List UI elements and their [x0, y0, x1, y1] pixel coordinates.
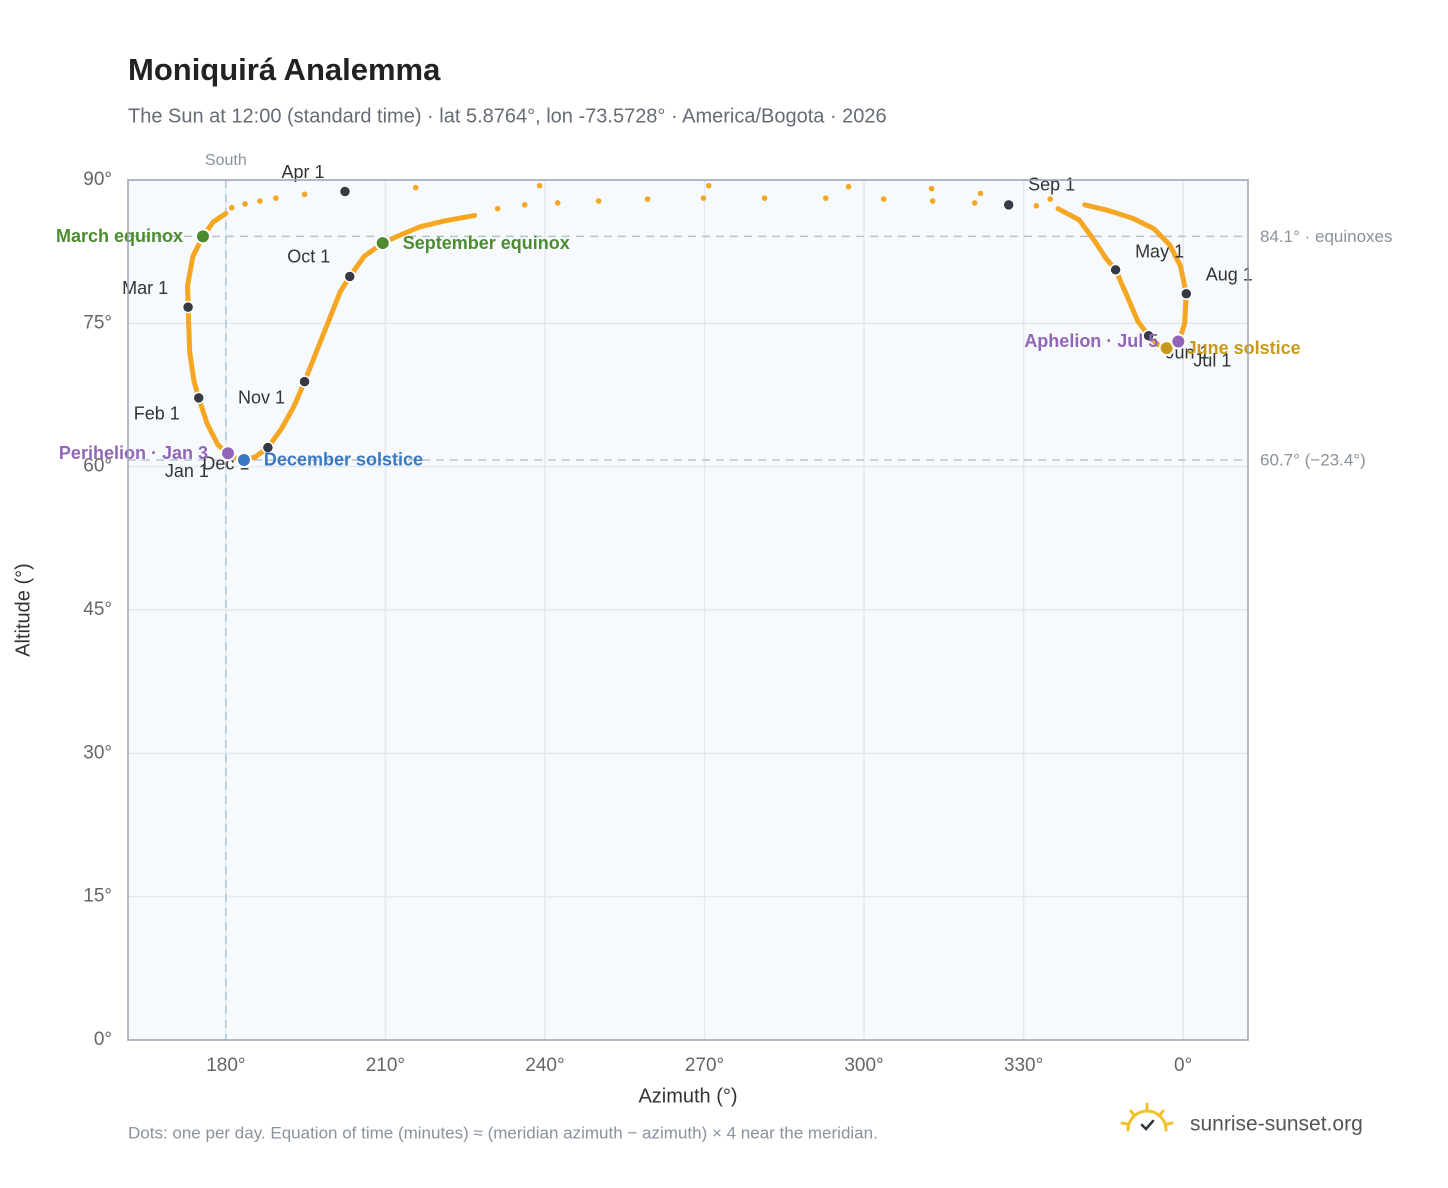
day-dot: [880, 196, 887, 202]
y-tick-label: 15°: [83, 886, 112, 907]
brand-logo: [1120, 1102, 1174, 1132]
day-dot: [412, 184, 419, 191]
day-dot: [644, 196, 651, 202]
month-marker: [1180, 287, 1193, 300]
x-tick-label: 240°: [525, 1055, 564, 1076]
month-label: Jan 1: [165, 461, 209, 481]
x-tick-label: 180°: [206, 1055, 245, 1076]
day-dot: [822, 195, 829, 201]
day-dot: [845, 183, 852, 190]
day-dot: [1047, 196, 1053, 202]
footnote: Dots: one per day. Equation of time (min…: [128, 1123, 878, 1142]
event-label: Perihelion · Jan 3: [59, 443, 208, 463]
analemma-curve: [185, 210, 478, 463]
month-marker: [343, 270, 357, 283]
x-tick-label: 0°: [1174, 1055, 1192, 1076]
chart-title: Moniquirá Analemma: [128, 52, 441, 87]
event-marker: [235, 451, 252, 468]
y-tick-label: 90°: [83, 169, 112, 190]
y-tick-label: 60°: [83, 456, 112, 477]
month-marker: [298, 375, 311, 388]
y-tick-label: 0°: [94, 1029, 112, 1050]
month-label: Oct 1: [287, 246, 330, 266]
month-label: Feb 1: [134, 404, 180, 424]
month-label: Mar 1: [122, 278, 168, 298]
day-dot: [228, 204, 235, 211]
brand-name: sunrise-sunset.org: [1190, 1113, 1363, 1136]
event-marker: [374, 235, 391, 252]
month-label: May 1: [1135, 242, 1184, 262]
day-dot: [257, 198, 263, 204]
south-label: South: [205, 152, 247, 169]
day-dot: [761, 195, 768, 201]
day-dot: [521, 202, 528, 208]
month-marker: [261, 441, 275, 454]
day-dot: [1033, 203, 1040, 209]
x-tick-label: 270°: [685, 1055, 724, 1076]
event-label: December solstice: [264, 450, 423, 470]
month-label: Jul 1: [1193, 350, 1231, 370]
y-tick-label: 75°: [83, 312, 112, 333]
day-dot: [301, 191, 308, 198]
reference-label: 84.1° · equinoxes: [1260, 227, 1393, 246]
month-marker: [1142, 329, 1155, 343]
y-tick-label: 30°: [83, 742, 112, 763]
x-tick-label: 300°: [844, 1055, 883, 1076]
chart-subtitle: The Sun at 12:00 (standard time) · lat 5…: [128, 105, 887, 127]
month-label: Aug 1: [1206, 264, 1253, 284]
day-dot: [494, 205, 501, 212]
y-tick-label: 45°: [83, 599, 112, 620]
day-dot: [595, 198, 602, 204]
month-marker: [1109, 263, 1122, 277]
event-label: March equinox: [56, 226, 183, 246]
day-dot: [536, 182, 543, 189]
month-marker: [192, 391, 205, 405]
day-dot: [700, 195, 707, 201]
month-marker: [1002, 198, 1015, 212]
event-marker: [1170, 333, 1187, 350]
event-marker: [1158, 340, 1175, 357]
day-dot: [971, 200, 978, 206]
day-dot: [977, 190, 984, 197]
event-marker: [219, 445, 236, 462]
month-marker: [338, 185, 352, 198]
x-tick-label: 210°: [366, 1055, 405, 1076]
day-dot: [273, 195, 279, 201]
y-axis-title: Altitude (°): [12, 563, 34, 657]
month-label: Nov 1: [238, 387, 285, 407]
event-marker: [194, 228, 211, 245]
day-dot: [928, 185, 935, 192]
day-dot: [242, 201, 248, 207]
day-dot: [554, 200, 561, 206]
event-label: September equinox: [403, 233, 570, 253]
x-axis-title: Azimuth (°): [638, 1085, 737, 1107]
month-marker: [181, 300, 195, 314]
plot-border: [127, 179, 1249, 1041]
event-label: June solstice: [1187, 338, 1301, 358]
month-label: Sep 1: [1028, 175, 1075, 195]
day-dot: [929, 198, 936, 204]
reference-label: 60.7° (−23.4°): [1260, 450, 1366, 469]
event-label: Aphelion · Jul 5: [1024, 331, 1158, 351]
x-tick-label: 330°: [1004, 1055, 1043, 1076]
month-label: Apr 1: [281, 162, 324, 182]
day-dot: [705, 182, 712, 189]
